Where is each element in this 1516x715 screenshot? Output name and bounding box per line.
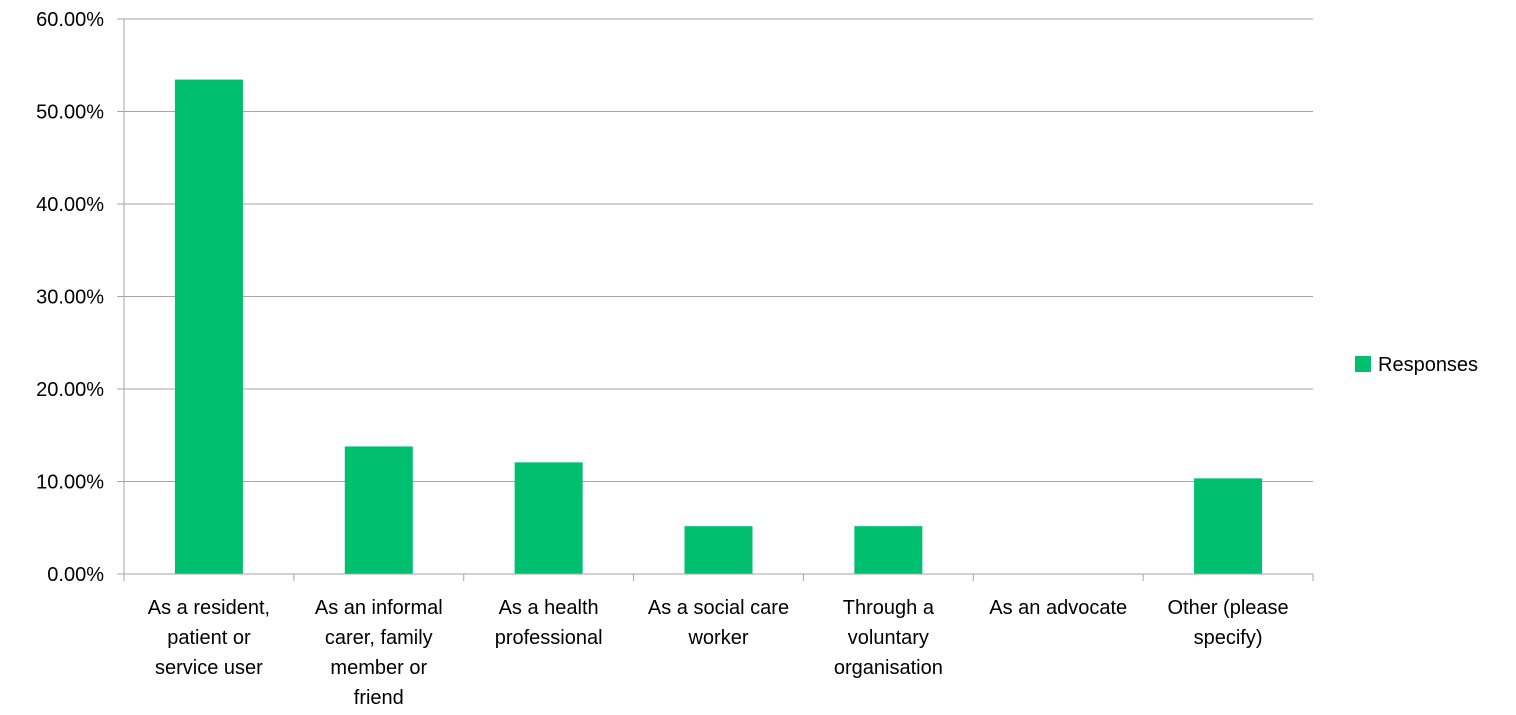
x-category-label: As an informal carer, family member or frie… <box>315 597 443 709</box>
y-tick-label: 50.00% <box>36 102 104 124</box>
x-category-label: As a resident, patient or service user <box>148 597 270 679</box>
bar <box>514 462 583 574</box>
bars <box>174 79 1263 575</box>
y-tick-label: 30.00% <box>36 287 104 309</box>
bar <box>854 526 923 574</box>
bar <box>684 526 753 574</box>
y-tick-label: 60.00% <box>36 9 104 31</box>
y-tick-label: 10.00% <box>36 472 104 494</box>
y-axis-ticks: 0.00% 10.00% 20.00% 30.00% 40.00% 50.00% 60.00… <box>36 9 124 586</box>
y-tick-label: 40.00% <box>36 194 104 216</box>
x-category-label: As a health professional <box>495 597 603 649</box>
x-category-label: Other (please specify) <box>1167 597 1288 649</box>
axes <box>123 19 1314 581</box>
y-tick-label: 0.00% <box>47 564 104 586</box>
legend: Responses <box>1355 354 1478 376</box>
bar <box>1194 478 1263 574</box>
bar <box>174 79 243 575</box>
bar <box>344 446 413 574</box>
legend-label-responses: Responses <box>1378 354 1478 376</box>
gridlines <box>124 18 1313 482</box>
x-category-label: As an advocate <box>989 597 1127 619</box>
x-category-label: As a social care worker <box>648 597 789 649</box>
legend-swatch-responses <box>1355 356 1371 372</box>
x-axis-labels: As a resident, patient or service user As a… <box>148 597 1289 709</box>
x-category-label: Through a voluntary organisation <box>834 597 943 679</box>
y-tick-label: 20.00% <box>36 379 104 401</box>
